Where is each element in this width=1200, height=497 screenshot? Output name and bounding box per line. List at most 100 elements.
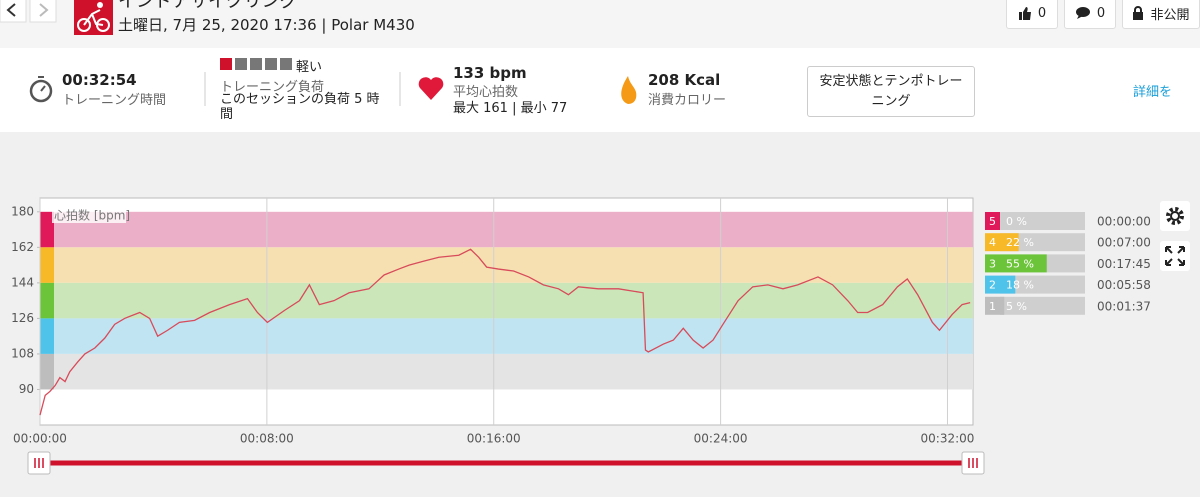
comment-button[interactable]: 0: [1064, 0, 1116, 29]
zone-number-box: [985, 233, 1000, 252]
x-tick-label: 00:08:00: [240, 432, 294, 446]
zone-strip: [40, 318, 54, 354]
zone-bar-bg: [1000, 296, 1085, 315]
zone-strip: [40, 353, 54, 390]
zone-time: 00:05:58: [1097, 278, 1151, 292]
zone-bar: [1000, 233, 1019, 252]
forward-button[interactable]: [29, 0, 57, 23]
hr-range: 最大 161 | 最小 77: [453, 101, 568, 116]
zone-bar-bg: [1000, 233, 1085, 252]
settings-button[interactable]: [1160, 201, 1190, 231]
zone-bar: [1000, 254, 1047, 273]
y-tick-label: 180: [11, 204, 34, 218]
load-square: [265, 58, 277, 70]
calories-label: 消費カロリー: [648, 93, 727, 108]
x-tick-label: 00:00:00: [13, 432, 67, 446]
zone-number-box: [985, 212, 1000, 230]
details-link[interactable]: 詳細を: [1133, 85, 1173, 100]
gear-icon: [1166, 207, 1184, 225]
x-tick-label: 00:24:00: [694, 432, 748, 446]
zone-number: 3: [989, 257, 996, 270]
back-arrow: [6, 3, 16, 17]
load-level: 軽い: [296, 60, 323, 75]
stopwatch-icon: [29, 79, 53, 103]
x-tick-label: 00:16:00: [467, 432, 521, 446]
zone-number: 2: [989, 279, 996, 292]
duration-label: トレーニング時間: [62, 93, 167, 108]
load-square: [235, 58, 247, 70]
top-bar: [0, 0, 1200, 48]
zone-number-box: [985, 275, 1000, 294]
title: インドアサイクリング: [118, 0, 298, 12]
avg-hr-label: 平均心拍数: [453, 85, 519, 100]
benefit-button[interactable]: 安定状態とテンポトレーニング: [807, 66, 975, 117]
avg-hr: 133 bpm: [453, 64, 527, 82]
summary-bar: [0, 48, 1200, 132]
zone-time: 00:01:37: [1097, 299, 1151, 313]
zone-percent: 55 %: [1006, 257, 1034, 270]
zone-band: [54, 247, 973, 283]
x-tick-label: 00:32:00: [921, 432, 975, 446]
comment-icon: [1075, 7, 1090, 19]
privacy-label: 非公開: [1150, 7, 1190, 23]
zone-strip: [40, 211, 54, 248]
y-label-bg: [52, 207, 126, 223]
zone-time: 00:00:00: [1097, 215, 1151, 229]
heart-icon: [418, 77, 444, 100]
zone-number-box: [985, 296, 1000, 315]
zone-bar-bg: [1000, 275, 1085, 294]
load-square: [280, 58, 292, 70]
like-button[interactable]: 0: [1006, 0, 1058, 29]
load-label: トレーニング負荷: [220, 80, 325, 95]
zone-strip: [40, 247, 54, 283]
lock-icon: [1133, 6, 1144, 20]
like-count: 0: [1037, 5, 1047, 21]
zone-time: 00:17:45: [1097, 257, 1151, 271]
zone-percent: 18 %: [1006, 279, 1034, 292]
stopwatch-hand: [38, 76, 46, 92]
y-tick-label: 144: [11, 275, 34, 289]
privacy-button[interactable]: 非公開: [1122, 0, 1200, 29]
zone-number: 4: [989, 236, 996, 249]
zone-percent: 22 %: [1006, 236, 1034, 249]
comment-count: 0: [1096, 5, 1106, 21]
zone-band: [54, 282, 973, 319]
zone-strip: [40, 282, 54, 319]
subtitle: 土曜日, 7月 25, 2020 17:36 | Polar M430: [118, 16, 415, 34]
like-icon: [1018, 7, 1031, 20]
y-tick-label: 126: [11, 311, 34, 325]
zone-time: 00:07:00: [1097, 236, 1151, 250]
zone-bar-bg: [1000, 212, 1085, 230]
back-button[interactable]: [0, 0, 27, 23]
y-tick-label: 162: [11, 240, 34, 254]
zone-bar: [1000, 275, 1016, 294]
zone-percent: 5 %: [1006, 300, 1027, 313]
fullscreen-button[interactable]: [1160, 241, 1190, 271]
zone-band: [54, 318, 973, 354]
flame-icon: [621, 76, 637, 104]
sport-icon-wheel: [77, 18, 91, 32]
zone-band: [54, 211, 973, 248]
duration: 00:32:54: [62, 71, 137, 89]
y-axis-label: 心拍数 [bpm]: [54, 208, 130, 223]
handle-grip: [34, 458, 44, 468]
y-tick-label: 108: [11, 346, 34, 360]
zone-band: [54, 353, 973, 390]
sport-icon-rider: [83, 9, 104, 26]
gear-icon-core: [1170, 211, 1180, 221]
zone-number: 5: [989, 215, 996, 228]
zone-number: 1: [989, 300, 996, 313]
zone-number-box: [985, 254, 1000, 273]
expand-icon: [1165, 246, 1185, 266]
zone-percent: 0 %: [1006, 215, 1027, 228]
load-square: [220, 58, 232, 70]
handle-grip: [968, 458, 978, 468]
forward-arrow: [39, 3, 49, 17]
y-tick-label: 90: [19, 382, 34, 396]
calories: 208 Kcal: [648, 71, 721, 89]
load-text: このセッションの負荷 5 時間: [220, 92, 380, 122]
heart-rate-line: [39, 248, 971, 416]
sport-icon-head: [97, 2, 103, 8]
